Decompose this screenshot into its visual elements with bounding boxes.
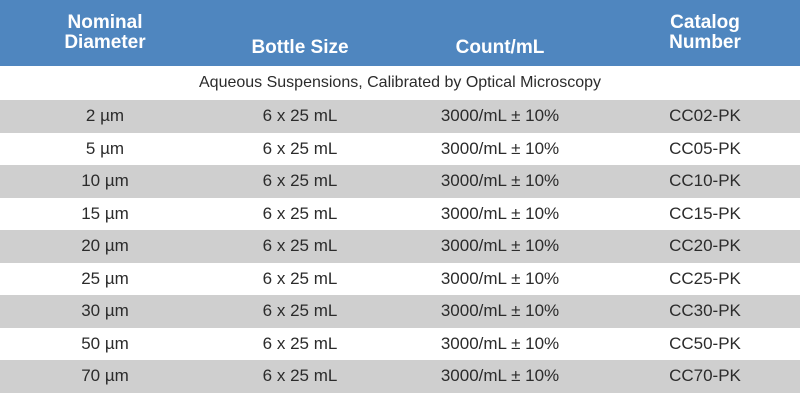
cell-bottle-size: 6 x 25 mL bbox=[262, 203, 338, 223]
cell-catalog-number: CC50-PK bbox=[669, 333, 741, 353]
table-body: 2 µm 6 x 25 mL 3000/mL ± 10% CC02-PK 5 µ… bbox=[0, 100, 800, 393]
cell-count: 3000/mL ± 10% bbox=[440, 366, 560, 386]
cell-count: 3000/mL ± 10% bbox=[440, 268, 560, 288]
header-bottle-size: Bottle Size bbox=[225, 0, 375, 66]
table-row: 5 µm 6 x 25 mL 3000/mL ± 10% CC05-PK bbox=[0, 132, 800, 165]
cell-bottle-size: 6 x 25 mL bbox=[262, 366, 338, 386]
table-row: 50 µm 6 x 25 mL 3000/mL ± 10% CC50-PK bbox=[0, 327, 800, 360]
cell-diameter: 50 µm bbox=[81, 333, 129, 353]
table-row: 15 µm 6 x 25 mL 3000/mL ± 10% CC15-PK bbox=[0, 197, 800, 230]
cell-diameter: 15 µm bbox=[81, 203, 129, 223]
cell-diameter: 25 µm bbox=[81, 268, 129, 288]
cell-catalog-number: CC15-PK bbox=[669, 203, 741, 223]
table-header: Nominal Diameter Bottle Size Count/mL Ca… bbox=[0, 0, 800, 66]
cell-catalog-number: CC30-PK bbox=[669, 301, 741, 321]
cell-diameter: 2 µm bbox=[85, 106, 125, 126]
cell-catalog-number: CC25-PK bbox=[669, 268, 741, 288]
header-line: Number bbox=[669, 32, 741, 53]
header-count: Count/mL bbox=[400, 0, 600, 66]
cell-count: 3000/mL ± 10% bbox=[440, 106, 560, 126]
cell-diameter: 20 µm bbox=[81, 236, 129, 256]
cell-count: 3000/mL ± 10% bbox=[440, 203, 560, 223]
cell-bottle-size: 6 x 25 mL bbox=[262, 106, 338, 126]
header-line: Diameter bbox=[64, 32, 146, 53]
cell-count: 3000/mL ± 10% bbox=[440, 236, 560, 256]
header-catalog-number: Catalog Number bbox=[620, 0, 790, 66]
cell-count: 3000/mL ± 10% bbox=[440, 301, 560, 321]
header-line: Nominal bbox=[67, 12, 143, 33]
table-subheader: Aqueous Suspensions, Calibrated by Optic… bbox=[0, 66, 800, 100]
table-row: 2 µm 6 x 25 mL 3000/mL ± 10% CC02-PK bbox=[0, 100, 800, 133]
cell-count: 3000/mL ± 10% bbox=[440, 333, 560, 353]
cell-bottle-size: 6 x 25 mL bbox=[262, 268, 338, 288]
header-line: Bottle Size bbox=[251, 37, 349, 58]
cell-catalog-number: CC02-PK bbox=[669, 106, 741, 126]
cell-count: 3000/mL ± 10% bbox=[440, 171, 560, 191]
cell-diameter: 5 µm bbox=[85, 138, 125, 158]
header-line: Count/mL bbox=[455, 37, 545, 58]
table-row: 25 µm 6 x 25 mL 3000/mL ± 10% CC25-PK bbox=[0, 262, 800, 295]
cell-count: 3000/mL ± 10% bbox=[440, 138, 560, 158]
header-nominal-diameter: Nominal Diameter bbox=[40, 0, 170, 66]
cell-bottle-size: 6 x 25 mL bbox=[262, 171, 338, 191]
cell-catalog-number: CC70-PK bbox=[669, 366, 741, 386]
table-row: 30 µm 6 x 25 mL 3000/mL ± 10% CC30-PK bbox=[0, 295, 800, 328]
cell-bottle-size: 6 x 25 mL bbox=[262, 333, 338, 353]
cell-diameter: 70 µm bbox=[81, 366, 129, 386]
cell-catalog-number: CC20-PK bbox=[669, 236, 741, 256]
cell-bottle-size: 6 x 25 mL bbox=[262, 138, 338, 158]
header-line: Catalog bbox=[670, 12, 740, 33]
table-row: 10 µm 6 x 25 mL 3000/mL ± 10% CC10-PK bbox=[0, 165, 800, 198]
cell-catalog-number: CC05-PK bbox=[669, 138, 741, 158]
table-row: 20 µm 6 x 25 mL 3000/mL ± 10% CC20-PK bbox=[0, 230, 800, 263]
cell-bottle-size: 6 x 25 mL bbox=[262, 301, 338, 321]
cell-bottle-size: 6 x 25 mL bbox=[262, 236, 338, 256]
cell-diameter: 30 µm bbox=[81, 301, 129, 321]
cell-diameter: 10 µm bbox=[81, 171, 129, 191]
cell-catalog-number: CC10-PK bbox=[669, 171, 741, 191]
table-row: 70 µm 6 x 25 mL 3000/mL ± 10% CC70-PK bbox=[0, 360, 800, 393]
